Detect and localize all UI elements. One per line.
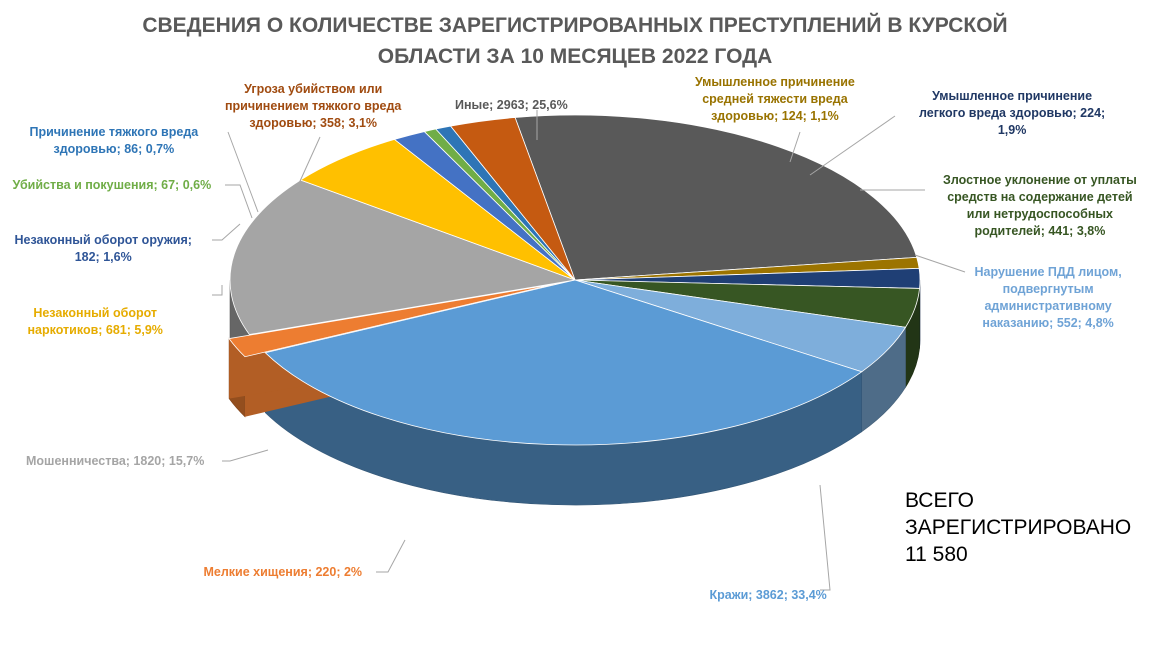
data-label-line: средней тяжести вреда (702, 92, 848, 106)
data-label-убийства-и-покушения: Убийства и покушения; 67; 0,6% (13, 177, 212, 194)
total-value: 11 580 (905, 543, 968, 566)
leader-line-нарушение-пдд-лицом-подвергнутым-административному-наказанию (914, 254, 966, 273)
data-label-line: Причинение тяжкого вреда (29, 125, 199, 139)
leader-line-убийства-и-покушения (225, 184, 253, 219)
total-line-2: ЗАРЕГИСТРИРОВАНО (905, 516, 1132, 539)
data-label-line: здоровью; 124; 1,1% (711, 109, 839, 123)
data-label-line: Умышленное причинение (932, 89, 1093, 103)
data-label-line: подвергнутым (1002, 282, 1094, 296)
pie-slice-угроза-убийством-или-причинением-тяжкого-вреда-здоровью (449, 117, 576, 281)
total-registered: ВСЕГО ЗАРЕГИСТРИРОВАНО 11 580 (905, 487, 1131, 568)
data-label-line: Умышленное причинение (695, 75, 855, 89)
data-label-line: средств на содержание детей (947, 190, 1133, 204)
data-label-злостное-уклонение-от-уплаты-средств-на-содержание-детей-или-нетрудоспособных-родителей: Злостное уклонение от уплаты средств на с… (943, 172, 1137, 240)
data-label-line: причинением тяжкого вреда (225, 99, 402, 113)
leader-line-умышленное-причинение-легкого-вреда-здоровью (809, 115, 896, 176)
leader-line-кражи (819, 484, 831, 591)
data-label-line: Злостное уклонение от уплаты (943, 173, 1137, 187)
leader-line-незаконный-оборот-оружия (212, 223, 241, 241)
data-label-причинение-тяжкого-вреда-здоровью: Причинение тяжкого вреда здоровью; 86; 0,… (30, 124, 199, 158)
chart-title: СВЕДЕНИЯ О КОЛИЧЕСТВЕ ЗАРЕГИСТРИРОВАННЫХ… (0, 10, 1150, 72)
data-label-незаконный-оборот-наркотиков: Незаконный оборот наркотиков; 681; 5,9% (28, 305, 163, 339)
data-label-line: Нарушение ПДД лицом, (974, 265, 1122, 279)
data-label-line: Мошенничества; 1820; 15,7% (26, 454, 205, 468)
pie-slice-незаконный-оборот-наркотиков (299, 138, 576, 281)
data-label-line: или нетрудоспособных (966, 207, 1114, 221)
pie-top-faces (228, 114, 921, 446)
data-label-line: 182; 1,6% (74, 250, 132, 264)
data-label-line: наказанию; 552; 4,8% (982, 316, 1114, 330)
data-label-line: Угроза убийством или (244, 82, 383, 96)
leader-line-причинение-тяжкого-вреда-здоровью (227, 131, 259, 213)
data-label-незаконный-оборот-оружия: Незаконный оборот оружия; 182; 1,6% (15, 232, 192, 266)
data-label-умышленное-причинение-средней-тяжести-вреда-здоровью: Умышленное причинение средней тяжести вре… (695, 74, 855, 125)
data-label-кражи: Кражи; 3862; 33,4% (710, 587, 827, 604)
data-label-line: Незаконный оборот (33, 306, 158, 320)
leader-lines (212, 110, 966, 591)
pie-slice-иные (514, 114, 918, 281)
data-label-line: Мелкие хищения; 220; 2% (203, 565, 363, 579)
data-label-line: родителей; 441; 3,8% (974, 224, 1106, 238)
chart-title-line-2: ОБЛАСТИ ЗА 10 МЕСЯЦЕВ 2022 ГОДА (377, 45, 773, 68)
chart-title-line-1: СВЕДЕНИЯ О КОЛИЧЕСТВЕ ЗАРЕГИСТРИРОВАННЫХ… (142, 14, 1008, 37)
leader-line-умышленное-причинение-средней-тяжести-вреда-здоровью (789, 131, 801, 163)
data-label-нарушение-пдд-лицом-подвергнутым-административному-наказанию: Нарушение ПДД лицом, подвергнутым админист… (975, 264, 1122, 332)
leader-line-мошенничества (222, 449, 269, 462)
data-label-line: легкого вреда здоровью; 224; (919, 106, 1106, 120)
data-label-line: 1,9% (997, 123, 1027, 137)
leader-line-мелкие-хищения (376, 539, 406, 573)
data-label-line: Незаконный оборот оружия; (14, 233, 192, 247)
data-label-line: административному (984, 299, 1112, 313)
pie-slice-кражи (264, 279, 863, 446)
pie-slice-мошенничества (229, 179, 577, 335)
data-label-line: Иные; 2963; 25,6% (455, 98, 568, 112)
data-label-умышленное-причинение-легкого-вреда-здоровью: Умышленное причинение легкого вреда здоро… (919, 88, 1105, 139)
data-label-мелкие-хищения: Мелкие хищения; 220; 2% (204, 564, 363, 581)
data-label-line: наркотиков; 681; 5,9% (27, 323, 163, 337)
data-label-line: здоровью; 86; 0,7% (53, 142, 175, 156)
leader-line-незаконный-оборот-наркотиков (212, 285, 223, 296)
data-label-line: Убийства и покушения; 67; 0,6% (12, 178, 212, 192)
data-label-line: здоровью; 358; 3,1% (249, 116, 378, 130)
leader-line-угроза-убийством-или-причинением-тяжкого-вреда-здоровью (295, 136, 321, 191)
data-label-line: Кражи; 3862; 33,4% (709, 588, 827, 602)
pie-slice-мелкие-хищения (228, 283, 555, 358)
data-label-угроза-убийством-или-причинением-тяжкого-вреда-здоровью: Угроза убийством или причинением тяжкого … (225, 81, 401, 132)
total-line-1: ВСЕГО (905, 489, 975, 512)
data-label-иные: Иные; 2963; 25,6% (455, 97, 568, 114)
data-label-мошенничества: Мошенничества; 1820; 15,7% (26, 453, 204, 470)
